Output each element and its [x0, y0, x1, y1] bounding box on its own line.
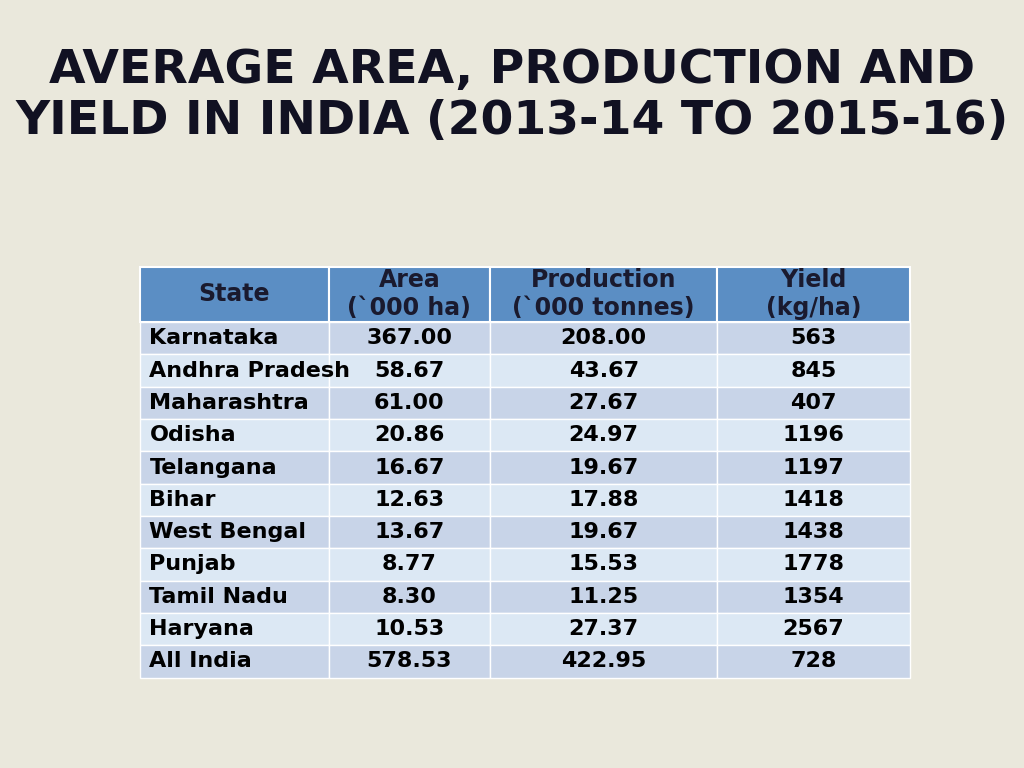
Text: 11.25: 11.25	[568, 587, 639, 607]
Text: All India: All India	[150, 651, 252, 671]
FancyBboxPatch shape	[329, 419, 490, 452]
Text: West Bengal: West Bengal	[150, 522, 306, 542]
FancyBboxPatch shape	[140, 613, 329, 645]
FancyBboxPatch shape	[329, 645, 490, 677]
Text: Yield
(kg/ha): Yield (kg/ha)	[766, 269, 861, 320]
FancyBboxPatch shape	[329, 387, 490, 419]
FancyBboxPatch shape	[717, 548, 909, 581]
FancyBboxPatch shape	[140, 516, 329, 548]
Text: 19.67: 19.67	[568, 458, 639, 478]
Text: 845: 845	[791, 360, 837, 381]
FancyBboxPatch shape	[717, 354, 909, 387]
Text: Tamil Nadu: Tamil Nadu	[150, 587, 289, 607]
FancyBboxPatch shape	[329, 613, 490, 645]
Text: 208.00: 208.00	[561, 328, 647, 348]
FancyBboxPatch shape	[717, 266, 909, 322]
FancyBboxPatch shape	[140, 645, 329, 677]
Text: 10.53: 10.53	[374, 619, 444, 639]
Text: 15.53: 15.53	[568, 554, 639, 574]
Text: 2567: 2567	[782, 619, 845, 639]
FancyBboxPatch shape	[490, 266, 717, 322]
FancyBboxPatch shape	[329, 322, 490, 354]
Text: 27.67: 27.67	[568, 393, 639, 413]
Text: 1354: 1354	[782, 587, 844, 607]
Text: 61.00: 61.00	[374, 393, 444, 413]
Text: Area
(`000 ha): Area (`000 ha)	[347, 269, 471, 320]
Text: 407: 407	[791, 393, 837, 413]
FancyBboxPatch shape	[717, 613, 909, 645]
Text: 58.67: 58.67	[374, 360, 444, 381]
Text: 24.97: 24.97	[568, 425, 639, 445]
FancyBboxPatch shape	[717, 387, 909, 419]
Text: 578.53: 578.53	[367, 651, 452, 671]
FancyBboxPatch shape	[490, 484, 717, 516]
FancyBboxPatch shape	[490, 548, 717, 581]
FancyBboxPatch shape	[140, 484, 329, 516]
Text: 563: 563	[791, 328, 837, 348]
FancyBboxPatch shape	[717, 452, 909, 484]
FancyBboxPatch shape	[140, 322, 329, 354]
FancyBboxPatch shape	[490, 581, 717, 613]
FancyBboxPatch shape	[329, 452, 490, 484]
FancyBboxPatch shape	[490, 613, 717, 645]
Text: 1778: 1778	[782, 554, 845, 574]
FancyBboxPatch shape	[717, 516, 909, 548]
FancyBboxPatch shape	[717, 419, 909, 452]
Text: 43.67: 43.67	[568, 360, 639, 381]
Text: 19.67: 19.67	[568, 522, 639, 542]
Text: 1196: 1196	[782, 425, 845, 445]
FancyBboxPatch shape	[140, 452, 329, 484]
FancyBboxPatch shape	[140, 548, 329, 581]
Text: 422.95: 422.95	[561, 651, 646, 671]
FancyBboxPatch shape	[329, 581, 490, 613]
FancyBboxPatch shape	[329, 266, 490, 322]
Text: Punjab: Punjab	[150, 554, 236, 574]
FancyBboxPatch shape	[490, 387, 717, 419]
Text: 367.00: 367.00	[367, 328, 453, 348]
Text: 728: 728	[791, 651, 837, 671]
FancyBboxPatch shape	[717, 581, 909, 613]
Text: 13.67: 13.67	[374, 522, 444, 542]
Text: Maharashtra: Maharashtra	[150, 393, 309, 413]
FancyBboxPatch shape	[490, 452, 717, 484]
FancyBboxPatch shape	[329, 484, 490, 516]
Text: Karnataka: Karnataka	[150, 328, 279, 348]
Text: 1197: 1197	[782, 458, 845, 478]
Text: Production
(`000 tonnes): Production (`000 tonnes)	[512, 269, 695, 320]
Text: Telangana: Telangana	[150, 458, 278, 478]
Text: 16.67: 16.67	[374, 458, 444, 478]
FancyBboxPatch shape	[140, 266, 329, 322]
FancyBboxPatch shape	[490, 645, 717, 677]
FancyBboxPatch shape	[329, 354, 490, 387]
FancyBboxPatch shape	[490, 322, 717, 354]
Text: 8.30: 8.30	[382, 587, 437, 607]
Text: 8.77: 8.77	[382, 554, 437, 574]
Text: 12.63: 12.63	[374, 490, 444, 510]
Text: 17.88: 17.88	[568, 490, 639, 510]
FancyBboxPatch shape	[140, 581, 329, 613]
FancyBboxPatch shape	[329, 548, 490, 581]
FancyBboxPatch shape	[490, 419, 717, 452]
Text: 1418: 1418	[782, 490, 845, 510]
FancyBboxPatch shape	[717, 322, 909, 354]
Text: Andhra Pradesh: Andhra Pradesh	[150, 360, 350, 381]
Text: Haryana: Haryana	[150, 619, 254, 639]
Text: 1438: 1438	[782, 522, 845, 542]
FancyBboxPatch shape	[490, 516, 717, 548]
Text: 27.37: 27.37	[568, 619, 639, 639]
Text: 20.86: 20.86	[374, 425, 444, 445]
FancyBboxPatch shape	[140, 354, 329, 387]
FancyBboxPatch shape	[717, 484, 909, 516]
Text: Bihar: Bihar	[150, 490, 216, 510]
Text: AVERAGE AREA, PRODUCTION AND
YIELD IN INDIA (2013-14 TO 2015-16): AVERAGE AREA, PRODUCTION AND YIELD IN IN…	[15, 48, 1009, 144]
FancyBboxPatch shape	[717, 645, 909, 677]
Text: Odisha: Odisha	[150, 425, 237, 445]
FancyBboxPatch shape	[329, 516, 490, 548]
Text: State: State	[199, 283, 270, 306]
FancyBboxPatch shape	[490, 354, 717, 387]
FancyBboxPatch shape	[140, 419, 329, 452]
FancyBboxPatch shape	[140, 387, 329, 419]
